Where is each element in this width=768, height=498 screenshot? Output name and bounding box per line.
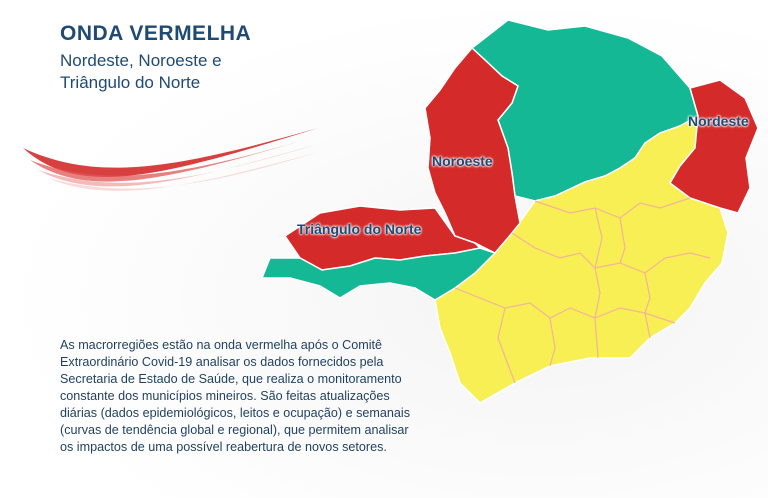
header: ONDA VERMELHA Nordeste, Noroeste e Triân… (60, 22, 251, 94)
subtitle-line-1: Nordeste, Noroeste e (60, 51, 222, 70)
red-swoosh-decoration (23, 128, 318, 191)
region-nordeste (669, 79, 759, 214)
description-text: As macrorregiões estão na onda vermelha … (60, 338, 411, 454)
subtitle-line-2: Triângulo do Norte (60, 73, 201, 92)
map-label-nordeste: Nordeste (688, 113, 749, 129)
map-label-noroeste: Noroeste (432, 153, 493, 169)
sub-region-borders (454, 197, 711, 384)
region-triangulo-do-sul (260, 247, 497, 301)
map-label-triangulo-do-norte: Triângulo do Norte (297, 221, 422, 237)
minas-gerais-map (260, 19, 759, 404)
map-regions (260, 19, 759, 404)
page-subtitle: Nordeste, Noroeste e Triângulo do Norte (60, 50, 251, 94)
page-title: ONDA VERMELHA (60, 22, 252, 45)
region-centro-sul (434, 114, 729, 404)
region-noroeste (424, 46, 521, 254)
